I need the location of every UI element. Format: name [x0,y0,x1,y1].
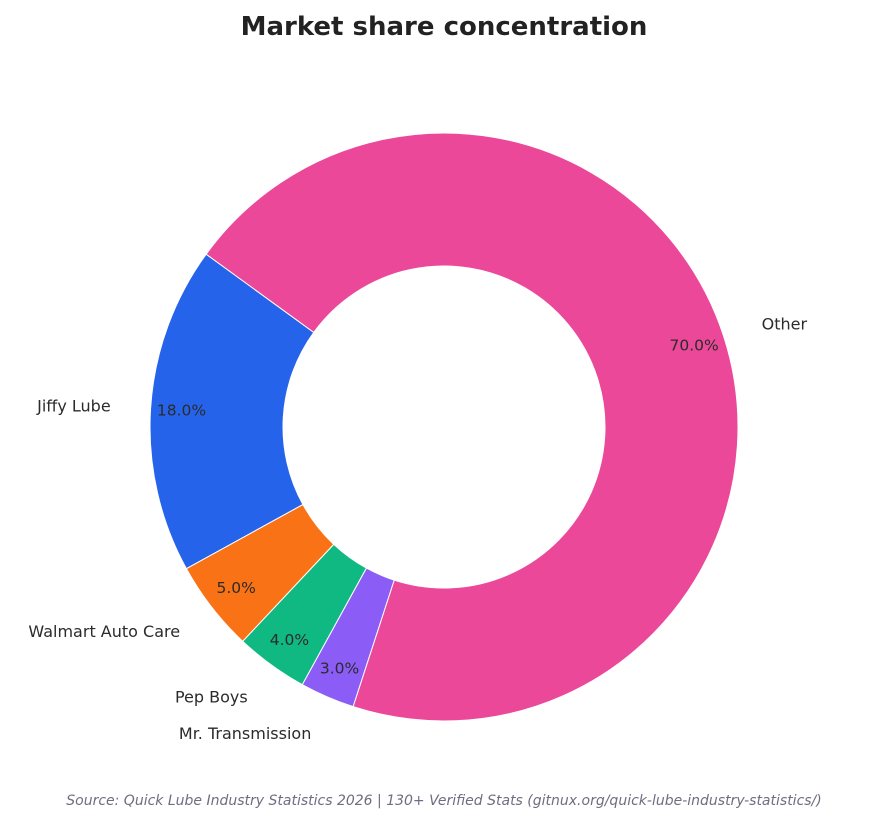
chart-title: Market share concentration [241,12,648,42]
pct-label-other: 70.0% [670,337,719,355]
source-note: Source: Quick Lube Industry Statistics 2… [66,793,822,809]
pct-label-jiffy-lube: 18.0% [157,401,206,419]
category-label-jiffy-lube: Jiffy Lube [36,397,111,416]
slice-labels: 18.0% Jiffy Lube 5.0% Walmart Auto Care 4.0%… [28,314,807,743]
category-label-walmart-auto-care: Walmart Auto Care [28,622,180,641]
category-label-other: Other [762,314,808,333]
slice-other [205,132,739,722]
slice-jiffy-lube [149,253,315,570]
pct-label-walmart-auto-care: 5.0% [216,579,255,597]
pct-label-mr-transmission: 3.0% [320,659,359,677]
donut-slices [149,132,739,722]
pct-label-pep-boys: 4.0% [270,631,309,649]
category-label-mr-transmission: Mr. Transmission [179,724,311,743]
category-label-pep-boys: Pep Boys [175,688,248,707]
